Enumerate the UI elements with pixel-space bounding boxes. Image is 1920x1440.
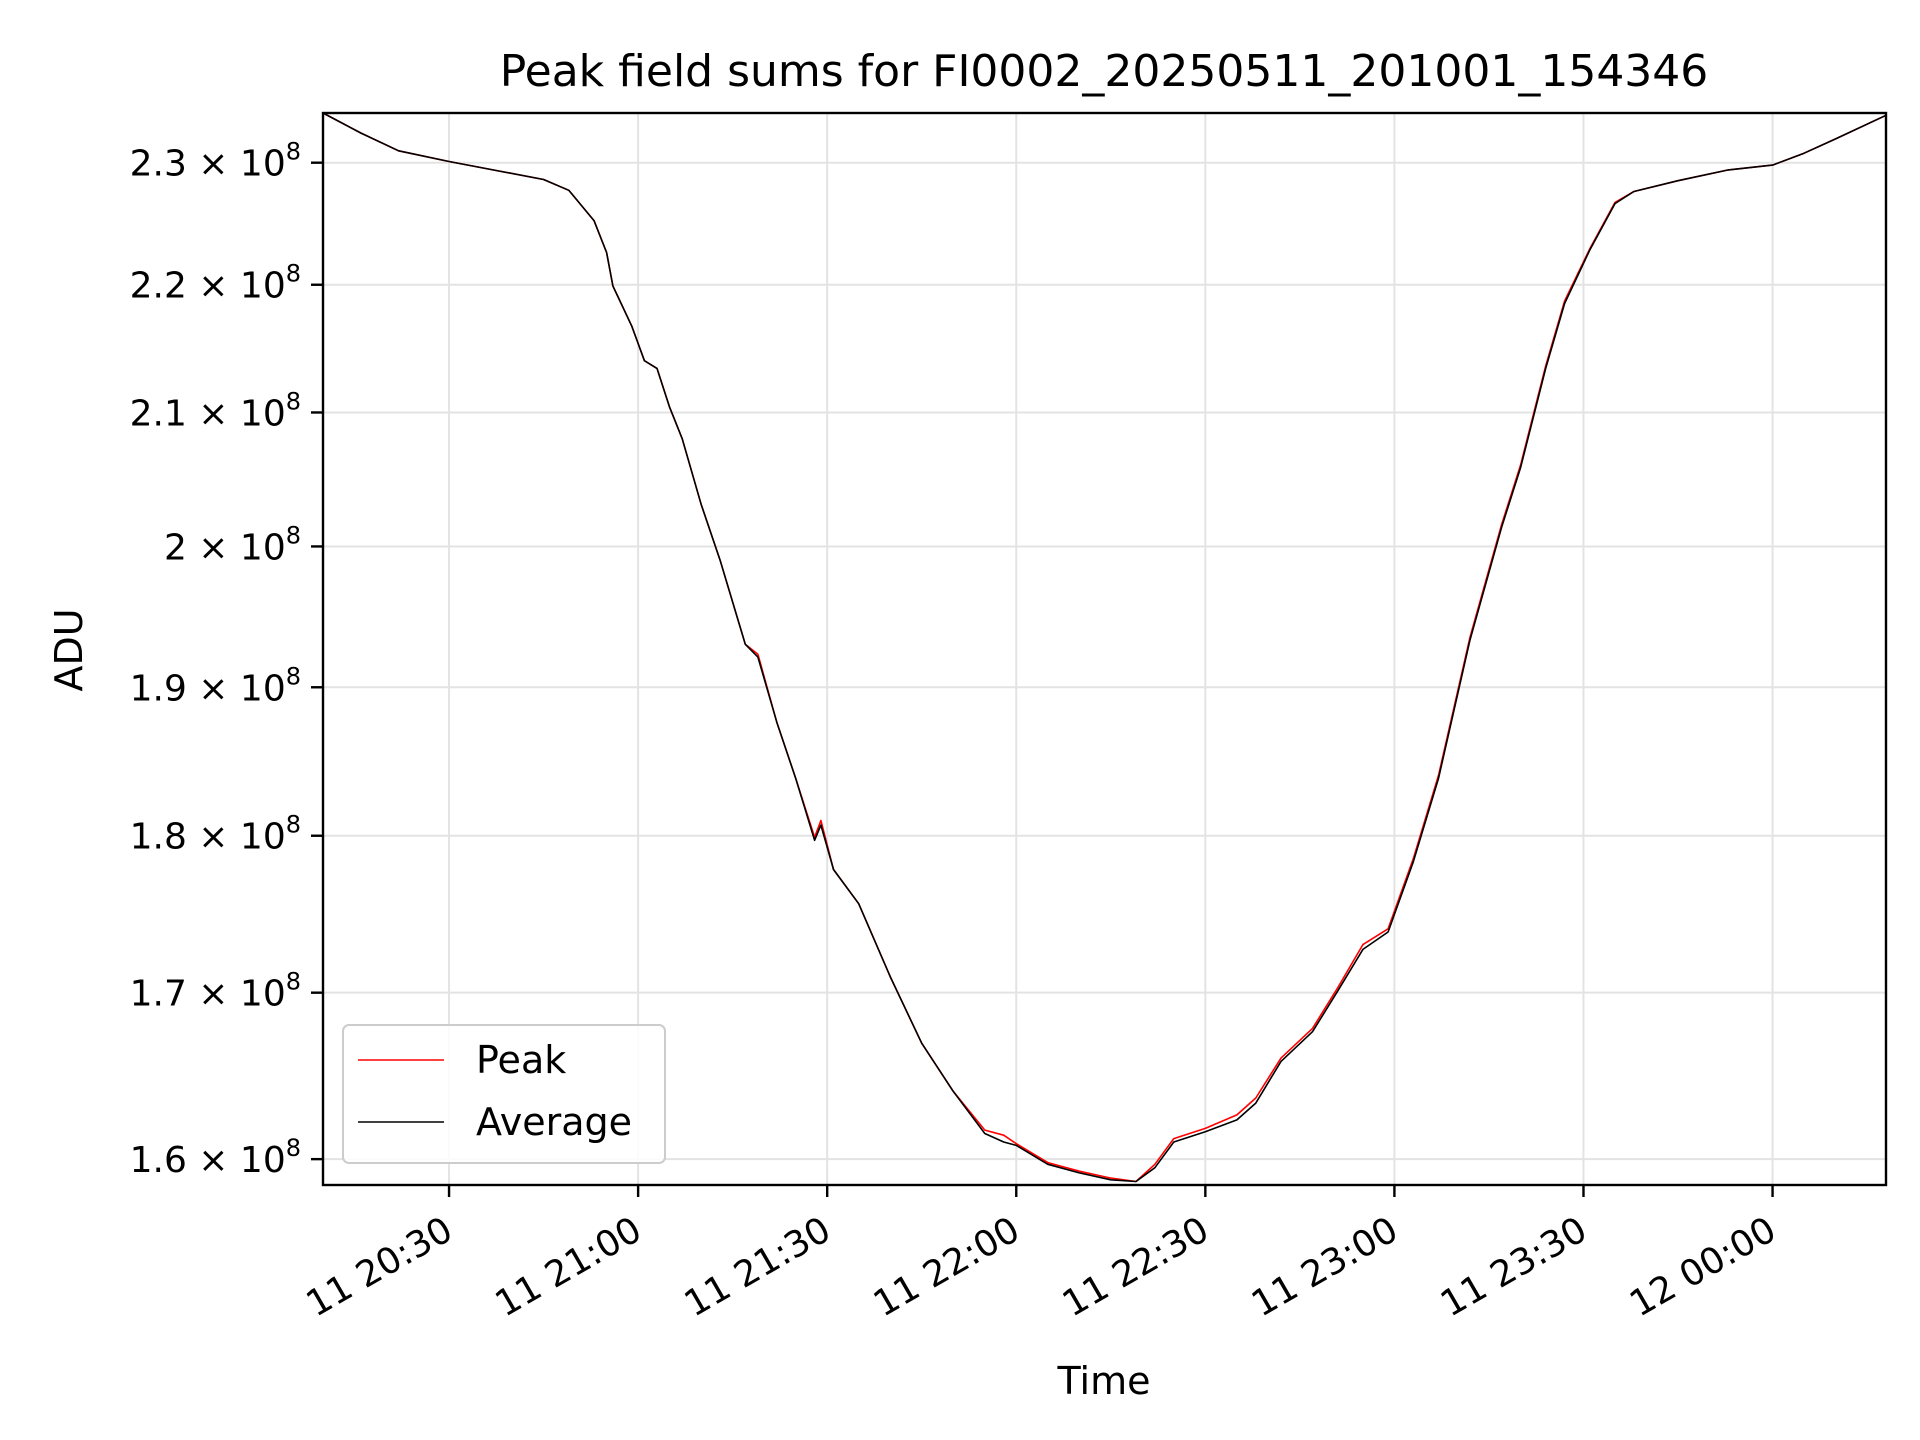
series-layer — [322, 112, 1887, 1183]
y-tick-label: 1.7 × 108 — [130, 968, 301, 1015]
y-tick-label: 2.2 × 108 — [130, 260, 301, 307]
x-axis-label: Time — [1057, 1359, 1151, 1403]
y-tick-label: 1.9 × 108 — [130, 662, 301, 709]
y-tick-label: 1.8 × 108 — [130, 811, 301, 858]
grid — [323, 113, 1886, 1185]
series-line-average — [322, 112, 1887, 1183]
plot-frame — [321, 111, 1888, 1187]
y-tick-label: 2.1 × 108 — [130, 387, 301, 434]
y-tick-label: 2.3 × 108 — [130, 138, 301, 185]
y-tick-label: 2 × 108 — [164, 521, 301, 568]
legend-label-peak: Peak — [476, 1038, 566, 1082]
legend: Peak Average — [342, 1024, 666, 1164]
chart-title: Peak field sums for FI0002_20250511_2010… — [500, 46, 1709, 97]
y-axis-label: ADU — [47, 608, 91, 691]
legend-label-average: Average — [476, 1100, 632, 1144]
y-tick-label: 1.6 × 108 — [130, 1134, 301, 1181]
